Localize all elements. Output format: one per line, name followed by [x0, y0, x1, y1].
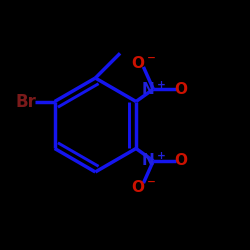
Text: N$\mathregular{^+}$: N$\mathregular{^+}$: [141, 152, 166, 170]
Text: O: O: [174, 153, 188, 168]
Text: N$\mathregular{^+}$: N$\mathregular{^+}$: [141, 80, 166, 98]
Text: O: O: [174, 82, 188, 97]
Text: O$\mathregular{^-}$: O$\mathregular{^-}$: [131, 55, 156, 71]
Text: Br: Br: [15, 92, 36, 110]
Text: O$\mathregular{^-}$: O$\mathregular{^-}$: [131, 179, 156, 195]
